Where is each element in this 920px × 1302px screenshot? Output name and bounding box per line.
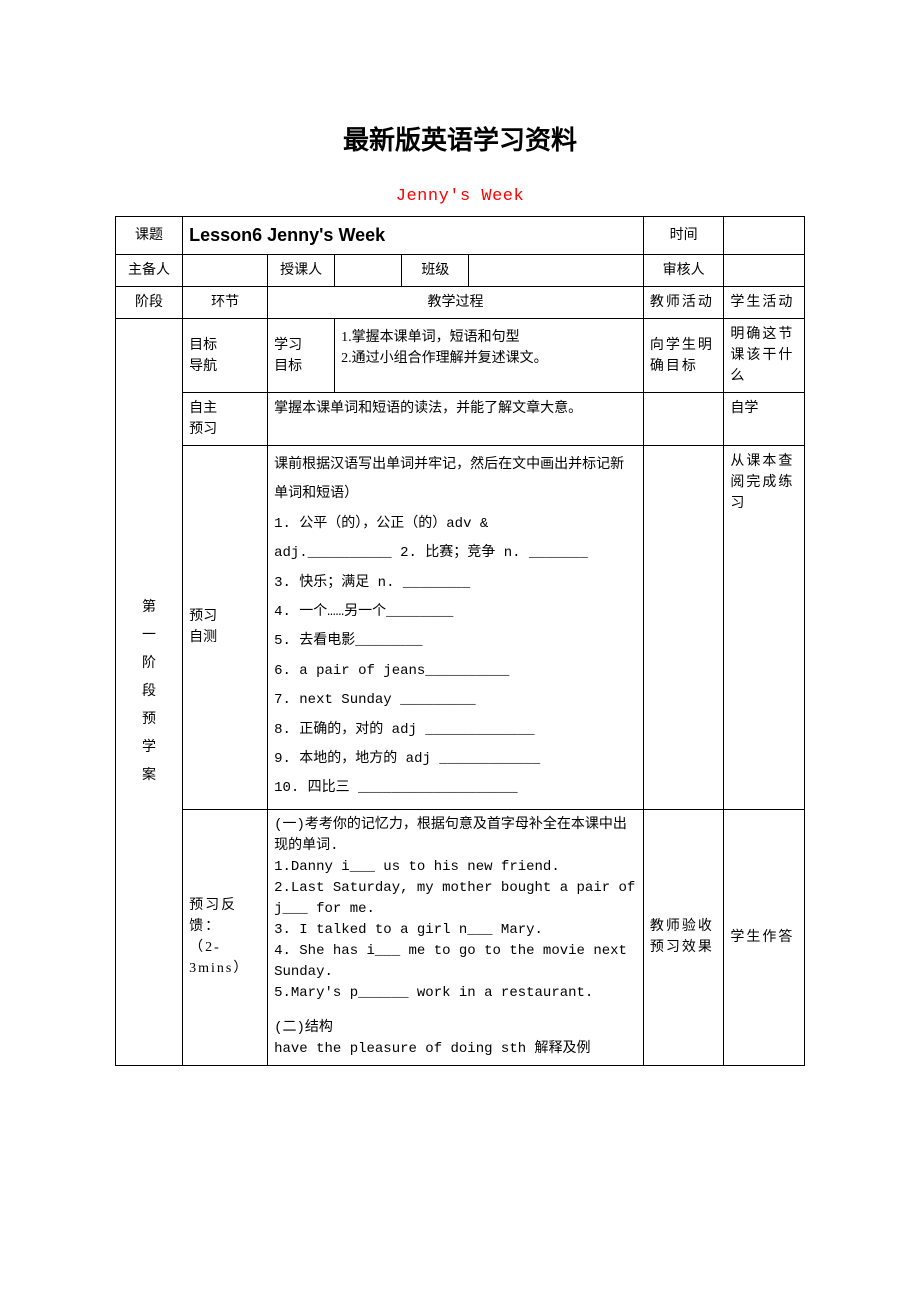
learning-target-label: 学习 目标 xyxy=(268,319,335,393)
selftest-q3: 3. 快乐；满足 n. ________ xyxy=(274,569,637,598)
teacher-label: 授课人 xyxy=(268,255,335,287)
class-value xyxy=(469,255,644,287)
learning-target-content: 1.掌握本课单词，短语和句型 2.通过小组合作理解并复述课文。 xyxy=(335,319,644,393)
feedback-mem-title: (一)考考你的记忆力，根据句意及首字母补全在本课中出现的单词. xyxy=(274,815,637,857)
self-preview-content: 掌握本课单词和短语的读法，并能了解文章大意。 xyxy=(268,393,644,446)
segment-header: 环节 xyxy=(183,287,268,319)
reviewer-value xyxy=(724,255,805,287)
time-value xyxy=(724,217,805,255)
feedback-struct-title: (二)结构 xyxy=(274,1018,637,1039)
feedback-m1: 1.Danny i___ us to his new friend. xyxy=(274,857,637,878)
self-preview-label: 自主 预习 xyxy=(183,393,268,446)
self-preview-teacher xyxy=(643,393,724,446)
feedback-m5: 5.Mary's p______ work in a restaurant. xyxy=(274,983,637,1004)
stage-header: 阶段 xyxy=(116,287,183,319)
stage1-label: 第一阶段预学案 xyxy=(116,319,183,1066)
main-title: 最新版英语学习资料 xyxy=(115,120,805,157)
selftest-q9: 9. 本地的，地方的 adj ____________ xyxy=(274,745,637,774)
preview-selftest-label: 预习 自测 xyxy=(183,446,268,810)
selftest-q10: 10. 四比三 ___________________ xyxy=(274,774,637,803)
class-label: 班级 xyxy=(402,255,469,287)
lesson-plan-table: 课题 Lesson6 Jenny's Week 时间 主备人 授课人 班级 审核… xyxy=(115,216,805,1066)
feedback-student: 学生作答 xyxy=(724,809,805,1065)
topic-label: 课题 xyxy=(116,217,183,255)
selftest-q1: 1. 公平（的），公正（的）adv & xyxy=(274,510,637,539)
selftest-intro: 课前根据汉语写出单词并牢记，然后在文中画出并标记新单词和短语） xyxy=(274,451,637,510)
student-activity-header: 学生活动 xyxy=(724,287,805,319)
preparer-value xyxy=(183,255,268,287)
feedback-teacher: 教师验收预习效果 xyxy=(643,809,724,1065)
teacher-value xyxy=(335,255,402,287)
feedback-m2: 2.Last Saturday, my mother bought a pair… xyxy=(274,878,637,920)
feedback-m3: 3. I talked to a girl n___ Mary. xyxy=(274,920,637,941)
preview-selftest-content: 课前根据汉语写出单词并牢记，然后在文中画出并标记新单词和短语） 1. 公平（的）… xyxy=(268,446,644,810)
sub-title: Jenny's Week xyxy=(115,187,805,206)
time-label: 时间 xyxy=(643,217,724,255)
selftest-q1b: adj.__________ 2. 比赛；竞争 n. _______ xyxy=(274,539,637,568)
selftest-q5: 5. 去看电影________ xyxy=(274,627,637,656)
teacher-activity-header: 教师活动 xyxy=(643,287,724,319)
target-nav-label: 目标 导航 xyxy=(183,319,268,393)
self-preview-student: 自学 xyxy=(724,393,805,446)
selftest-q4: 4. 一个……另一个________ xyxy=(274,598,637,627)
reviewer-label: 审核人 xyxy=(643,255,724,287)
process-header: 教学过程 xyxy=(268,287,644,319)
preparer-label: 主备人 xyxy=(116,255,183,287)
selftest-q7: 7. next Sunday _________ xyxy=(274,686,637,715)
selftest-q6: 6. a pair of jeans__________ xyxy=(274,657,637,686)
lesson-title: Lesson6 Jenny's Week xyxy=(183,217,644,255)
preview-feedback-content: (一)考考你的记忆力，根据句意及首字母补全在本课中出现的单词. 1.Danny … xyxy=(268,809,644,1065)
target-teacher-activity: 向学生明确目标 xyxy=(643,319,724,393)
selftest-student: 从课本查阅完成练习 xyxy=(724,446,805,810)
selftest-q8: 8. 正确的，对的 adj _____________ xyxy=(274,716,637,745)
selftest-teacher xyxy=(643,446,724,810)
feedback-m4: 4. She has i___ me to go to the movie ne… xyxy=(274,941,637,983)
preview-feedback-label: 预习反馈： （2-3mins） xyxy=(183,809,268,1065)
feedback-struct-text: have the pleasure of doing sth 解释及例 xyxy=(274,1039,637,1060)
target-student-activity: 明确这节课该干什么 xyxy=(724,319,805,393)
